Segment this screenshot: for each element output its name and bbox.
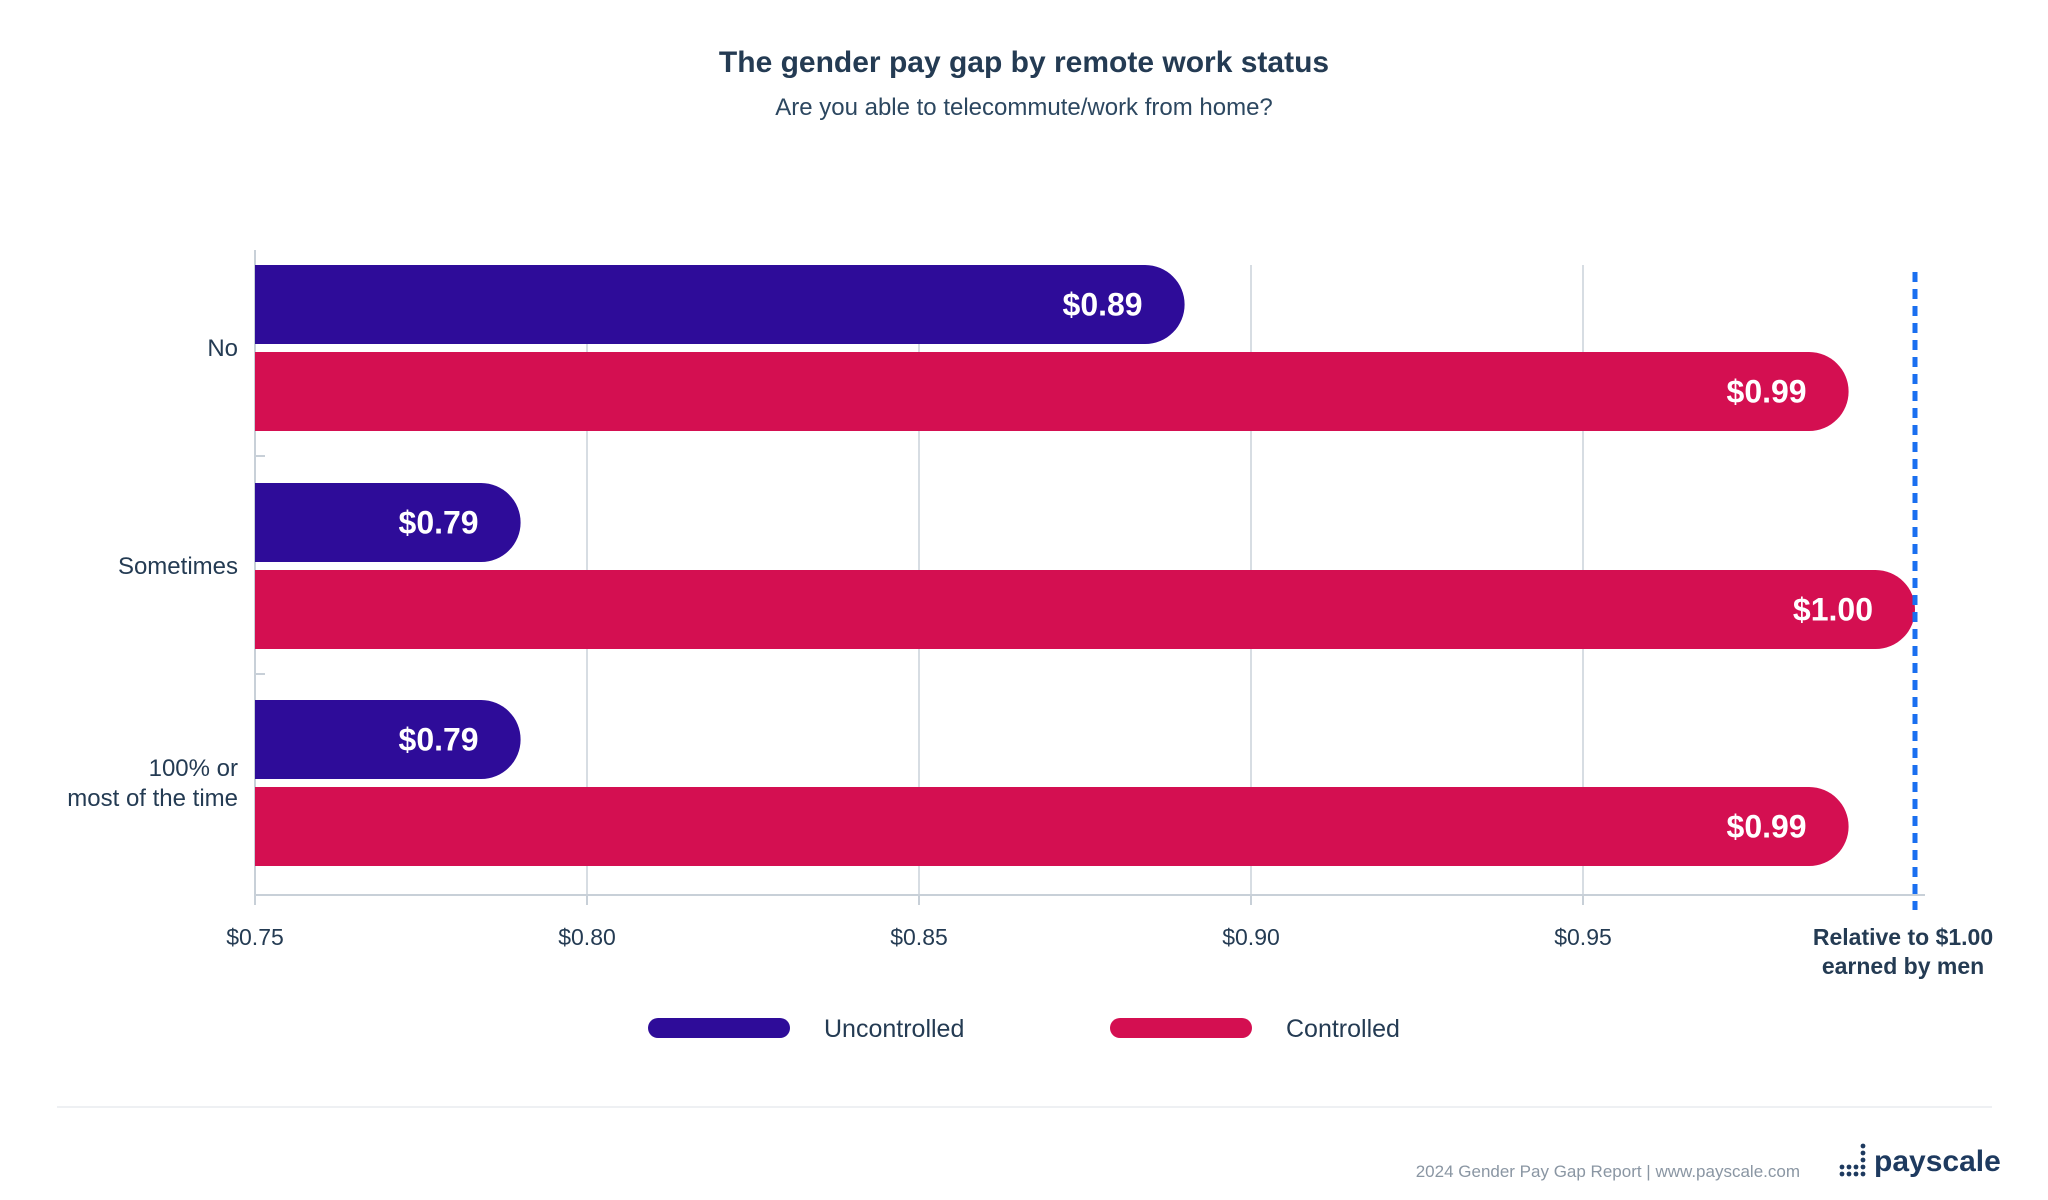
data-label: $1.00: [1793, 592, 1873, 628]
bars: $0.89 $0.99 $0.79 $1.00 $0.79 $0.99: [255, 265, 1916, 866]
data-label: $0.79: [399, 722, 479, 758]
bar: [255, 483, 521, 562]
bar-chart: $0.89 $0.99 $0.79 $1.00 $0.79 $0.99 No Sometim…: [67, 250, 1993, 1043]
bar: [255, 265, 1185, 344]
data-label: $0.99: [1727, 374, 1807, 410]
logo-wordmark: payscale: [1874, 1145, 2001, 1178]
footer-source: 2024 Gender Pay Gap Report | www.payscal…: [1415, 1162, 1800, 1181]
legend-label: Controlled: [1286, 1015, 1400, 1043]
payscale-logo: payscale: [1838, 1140, 2001, 1184]
x-tick-label: $0.75: [226, 924, 284, 950]
data-label: $0.89: [1063, 287, 1143, 323]
legend-label: Uncontrolled: [824, 1015, 964, 1043]
chart-title: The gender pay gap by remote work status: [718, 46, 1330, 79]
category-label: No: [207, 335, 238, 362]
x-tick-label: $0.90: [1222, 924, 1280, 950]
x-tick-labels: $0.75 $0.80 $0.85 $0.90 $0.95 Relative to $1.…: [226, 924, 1993, 979]
legend-swatch: [648, 1018, 790, 1038]
x-tick-label: $0.95: [1554, 924, 1612, 950]
bar: [255, 700, 521, 779]
payscale-dots-icon: [1839, 1143, 1866, 1177]
category-labels: No Sometimes 100% or most of the time: [67, 335, 238, 812]
legend-swatch: [1110, 1018, 1252, 1038]
x-tick-label: $0.80: [558, 924, 616, 950]
legend: Uncontrolled Controlled: [648, 1015, 1400, 1043]
category-label: 100% or most of the time: [67, 755, 238, 812]
x-tick-label: $0.85: [890, 924, 948, 950]
bar: [255, 787, 1849, 866]
bar: [255, 570, 1916, 649]
data-label: $0.99: [1727, 809, 1807, 845]
bar: [255, 352, 1849, 431]
footer-divider: [57, 1106, 1992, 1108]
reference-line-label: Relative to $1.00 earned by men: [1813, 924, 1993, 979]
category-label: Sometimes: [118, 553, 238, 580]
chart-subtitle: Are you able to telecommute/work from ho…: [775, 94, 1273, 121]
data-label: $0.79: [399, 505, 479, 541]
